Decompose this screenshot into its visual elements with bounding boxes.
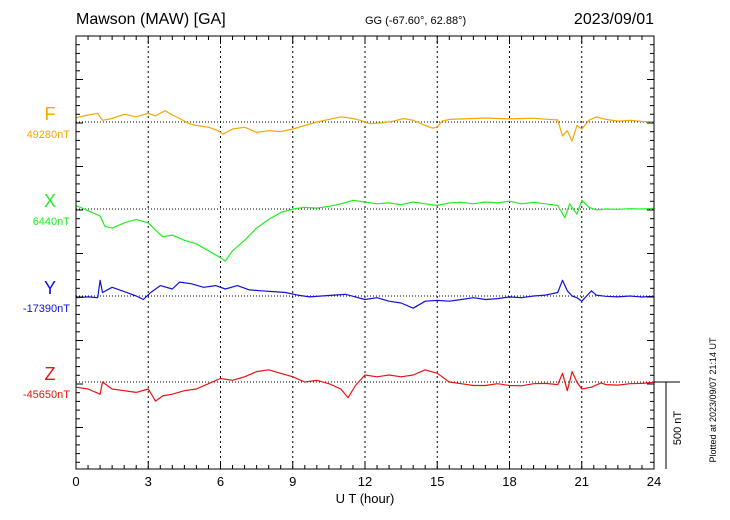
series-baseline-y: -17390nT	[23, 303, 70, 315]
scale-bar: 500 nT	[654, 381, 684, 469]
series-line-f	[75, 110, 655, 142]
series-line-y	[75, 279, 655, 309]
series-line-x	[75, 199, 655, 262]
series-name-y: Y	[44, 278, 56, 298]
x-tick-label: 3	[145, 474, 152, 489]
x-tick-label: 9	[289, 474, 296, 489]
series-line-z	[75, 369, 655, 402]
x-tick-label: 15	[430, 474, 444, 489]
x-tick-label: 12	[358, 474, 372, 489]
series-labels: F 49280nT X 6440nT Y -17390nT Z -45650nT	[23, 104, 70, 401]
coordinates-label: GG (-67.60°, 62.88°)	[365, 15, 466, 27]
x-tick-label: 21	[575, 474, 589, 489]
series-name-x: X	[44, 191, 56, 211]
plotted-timestamp: Plotted at 2023/09/07 21:14 UT	[708, 337, 718, 463]
x-tick-label: 0	[72, 474, 79, 489]
series-baseline-f: 49280nT	[27, 129, 71, 141]
series-name-f: F	[45, 104, 56, 124]
plot-frame	[75, 35, 655, 470]
axis-ticks: 0 3 6 9 12 15 18 21 24	[72, 35, 661, 489]
x-tick-label: 6	[217, 474, 224, 489]
series-name-z: Z	[45, 364, 56, 384]
series-baseline-z: -45650nT	[23, 389, 70, 401]
series-baseline-x: 6440nT	[33, 216, 71, 228]
date-label: 2023/09/01	[574, 11, 654, 28]
scale-bar-label: 500 nT	[672, 411, 684, 446]
x-axis-label: U T (hour)	[336, 491, 395, 506]
station-title: Mawson (MAW) [GA]	[76, 11, 226, 28]
x-tick-label: 24	[647, 474, 661, 489]
series-group	[75, 110, 655, 402]
x-tick-label: 18	[502, 474, 516, 489]
grid-lines	[147, 36, 583, 469]
